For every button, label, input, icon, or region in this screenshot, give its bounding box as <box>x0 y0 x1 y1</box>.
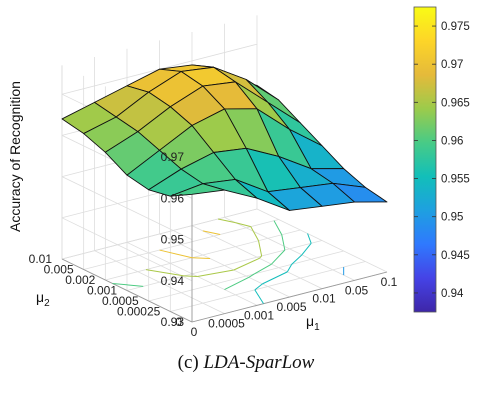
surface-patch <box>169 183 225 197</box>
y-tick-label: 0.01 <box>29 252 53 266</box>
figure-caption: (c) LDA-SparLow <box>178 352 315 373</box>
z-tick-label: 0.93 <box>161 315 185 329</box>
x-tick-label: 0.001 <box>244 308 274 322</box>
axis-edge <box>61 258 193 323</box>
x-axis-symbol: μ <box>306 313 314 329</box>
axis-edge <box>191 271 388 323</box>
contour-line <box>235 222 251 228</box>
x-tick-label: 0.1 <box>381 275 398 289</box>
y-tick-label: 0.00025 <box>117 305 161 319</box>
contour-line <box>202 230 221 235</box>
colorbar-ticks: 0.94 0.945 0.95 0.955 0.96 0.965 0.97 0.975 <box>414 21 470 300</box>
x-tick-label: 0.05 <box>345 283 369 297</box>
x-axis-label: μ1 <box>306 313 320 333</box>
contour-line <box>233 257 260 271</box>
colorbar: 0.94 0.945 0.95 0.955 0.96 0.965 0.97 0.975 <box>413 6 470 313</box>
x-tick-label: 0.01 <box>312 292 336 306</box>
x-tick-label: 0.005 <box>276 300 306 314</box>
contour-line <box>286 264 293 273</box>
floor-grid-y <box>83 219 279 270</box>
contour-line <box>258 240 263 257</box>
contour-line <box>271 249 286 265</box>
colorbar-gradient <box>413 6 437 313</box>
z-tick-label: 0.97 <box>161 150 185 164</box>
x-axis-subscript: 1 <box>314 322 320 333</box>
colorbar-tick-label: 0.96 <box>441 135 463 147</box>
contour-line <box>159 249 193 259</box>
y-tick-label: 0.001 <box>87 284 117 298</box>
z-tick-label: 0.95 <box>161 233 185 247</box>
accuracy-surface <box>61 64 388 211</box>
contour-line <box>259 255 263 259</box>
y-tick-label: 0.002 <box>65 273 95 287</box>
back-wall-grid-z <box>61 208 258 260</box>
contour-line <box>262 271 288 285</box>
x-tick-label: 0.0005 <box>208 317 245 331</box>
colorbar-tick-label: 0.955 <box>441 174 470 186</box>
y-axis-subscript: 2 <box>44 298 50 309</box>
floor-grid-y <box>105 229 301 281</box>
contour-line <box>252 231 259 241</box>
z-tick-label: 0.96 <box>161 191 185 205</box>
y-axis-label: μ2 <box>36 289 50 309</box>
z-axis-label: Accuracy of Recognition <box>7 81 23 232</box>
contour-line <box>307 233 312 244</box>
contour-line <box>250 226 254 232</box>
contour-line <box>217 218 236 224</box>
colorbar-tick-label: 0.965 <box>441 97 470 109</box>
colorbar-tick-label: 0.95 <box>441 212 463 224</box>
contour-line <box>183 275 198 277</box>
contour-line <box>112 283 144 287</box>
contour-line <box>145 269 184 277</box>
contour-line <box>197 269 234 277</box>
axis-ticks: 0.930.940.950.960.9700.00050.0010.0050.0… <box>29 150 398 339</box>
y-tick-label: 0.0005 <box>102 294 139 308</box>
caption-title: LDA-SparLow <box>202 352 314 373</box>
y-tick-label: 0 <box>175 315 182 329</box>
contour-line <box>273 220 283 236</box>
colorbar-tick-label: 0.94 <box>441 288 464 300</box>
floor-grid-y <box>126 240 323 291</box>
contour-line <box>254 263 272 275</box>
y-tick-label: 0.005 <box>44 263 74 277</box>
contour-line <box>281 234 285 247</box>
z-tick-label: 0.94 <box>161 274 185 288</box>
contour-line <box>291 254 303 265</box>
x-tick-label: 0 <box>191 325 198 339</box>
contour-line <box>224 276 250 291</box>
left-wall-grid-z <box>61 217 193 282</box>
colorbar-tick-label: 0.975 <box>441 21 470 33</box>
contour-line <box>254 283 263 291</box>
colorbar-tick-label: 0.945 <box>441 250 470 262</box>
contour-line <box>248 273 255 278</box>
floor-grid-y <box>148 250 344 302</box>
left-wall-grid-z <box>61 176 193 240</box>
contour-line <box>301 242 312 256</box>
contour-line <box>254 289 264 304</box>
contour-line <box>191 257 211 259</box>
floor-grid-y <box>170 261 366 312</box>
contour-projection <box>112 218 345 304</box>
contour-line <box>283 246 286 251</box>
caption-prefix: (c) <box>178 352 204 373</box>
colorbar-tick-label: 0.97 <box>441 59 463 71</box>
y-axis-symbol: μ <box>36 289 44 305</box>
